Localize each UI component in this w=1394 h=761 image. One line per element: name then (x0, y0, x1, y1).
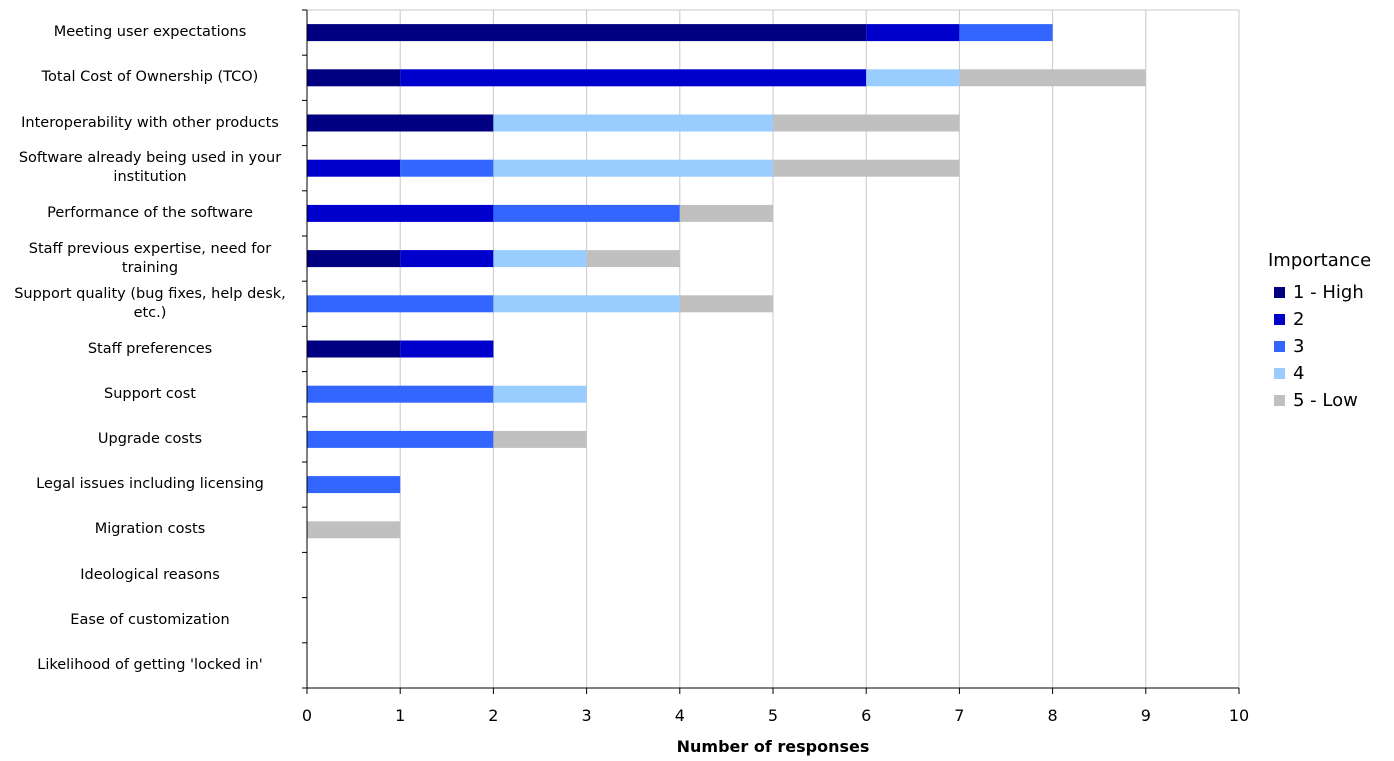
legend-item: 4 (1268, 360, 1371, 387)
bar-segment (307, 114, 494, 132)
bar-segment (307, 24, 867, 42)
bar-segment (866, 69, 960, 87)
bar-segment (959, 69, 1146, 87)
bar-segment (493, 430, 587, 448)
bar-segment (307, 159, 401, 177)
x-tick-label: 9 (1140, 706, 1151, 725)
x-tick-label: 2 (488, 706, 499, 725)
legend-label: 2 (1293, 309, 1305, 330)
category-label: Likelihood of getting 'locked in' (37, 656, 263, 673)
bar-segment (493, 114, 773, 132)
bar-segment (400, 250, 494, 268)
legend-swatch (1274, 341, 1285, 352)
bar-segment (493, 295, 680, 313)
legend-swatch (1274, 395, 1285, 406)
legend-swatch (1274, 368, 1285, 379)
legend-swatch (1274, 314, 1285, 325)
bar-segment (307, 204, 494, 222)
bar-segment (307, 385, 494, 403)
legend-label: 4 (1293, 363, 1305, 384)
bar-segment (307, 430, 494, 448)
bar-segment (773, 159, 960, 177)
bar-segment (307, 476, 401, 494)
bar-segment (307, 521, 401, 539)
bar-segment (493, 159, 773, 177)
bar-segment (307, 250, 401, 268)
category-label: Staff previous expertise, need for train… (28, 240, 272, 276)
x-tick-label: 6 (861, 706, 872, 725)
legend-label: 1 - High (1293, 282, 1364, 303)
legend-item: 1 - High (1268, 279, 1371, 306)
bar-segment (493, 385, 587, 403)
category-label: Staff preferences (87, 340, 213, 357)
category-label: Support quality (bug fixes, help desk, e… (14, 285, 286, 321)
bar-segment (307, 295, 494, 313)
bar-segment (400, 159, 494, 177)
category-label: Interoperability with other products (21, 114, 279, 131)
legend-title: Importance (1268, 250, 1372, 271)
axes (302, 9, 1240, 694)
category-label: Upgrade costs (97, 430, 203, 447)
bar-segment (679, 204, 773, 222)
bar-segment (493, 250, 587, 268)
legend-label: 3 (1293, 336, 1305, 357)
bars (307, 24, 1146, 539)
category-label: Total Cost of Ownership (TCO) (41, 69, 259, 86)
bar-segment (959, 24, 1053, 42)
x-tick-label: 5 (767, 706, 779, 725)
bar-segment (773, 114, 960, 132)
x-tick-label: 10 (1228, 706, 1250, 725)
bar-segment (400, 340, 494, 358)
legend-item: 5 - Low (1268, 387, 1371, 414)
x-tick-label: 8 (1047, 706, 1058, 725)
legend-item: 2 (1268, 306, 1371, 333)
bar-segment (307, 340, 401, 358)
category-label: Legal issues including licensing (36, 476, 264, 493)
legend-swatch (1274, 287, 1285, 298)
bar-segment (493, 204, 680, 222)
bar-segment (586, 250, 680, 268)
category-label: Ease of customization (70, 611, 230, 628)
x-axis-title: Number of responses (676, 737, 870, 756)
category-label: Support cost (103, 385, 196, 402)
x-tick-label: 7 (954, 706, 965, 725)
x-tick-label: 1 (395, 706, 406, 725)
legend-item: 3 (1268, 333, 1371, 360)
x-tick-label: 4 (674, 706, 685, 725)
legend-label: 5 - Low (1293, 390, 1358, 411)
bar-segment (307, 69, 401, 87)
bar-segment (679, 295, 773, 313)
x-tick-label: 3 (581, 706, 592, 725)
category-label: Software already being used in your inst… (18, 150, 282, 186)
category-label: Meeting user expectations (53, 24, 247, 41)
bar-segment (866, 24, 960, 42)
legend: Importance 1 - High 2 3 4 5 - Low (1268, 250, 1371, 414)
legend-items: 1 - High 2 3 4 5 - Low (1268, 279, 1371, 414)
category-label: Performance of the software (47, 204, 253, 221)
category-label: Migration costs (94, 521, 206, 538)
category-label: Ideological reasons (80, 566, 220, 583)
x-tick-label: 0 (301, 706, 313, 725)
bar-segment (400, 69, 867, 87)
